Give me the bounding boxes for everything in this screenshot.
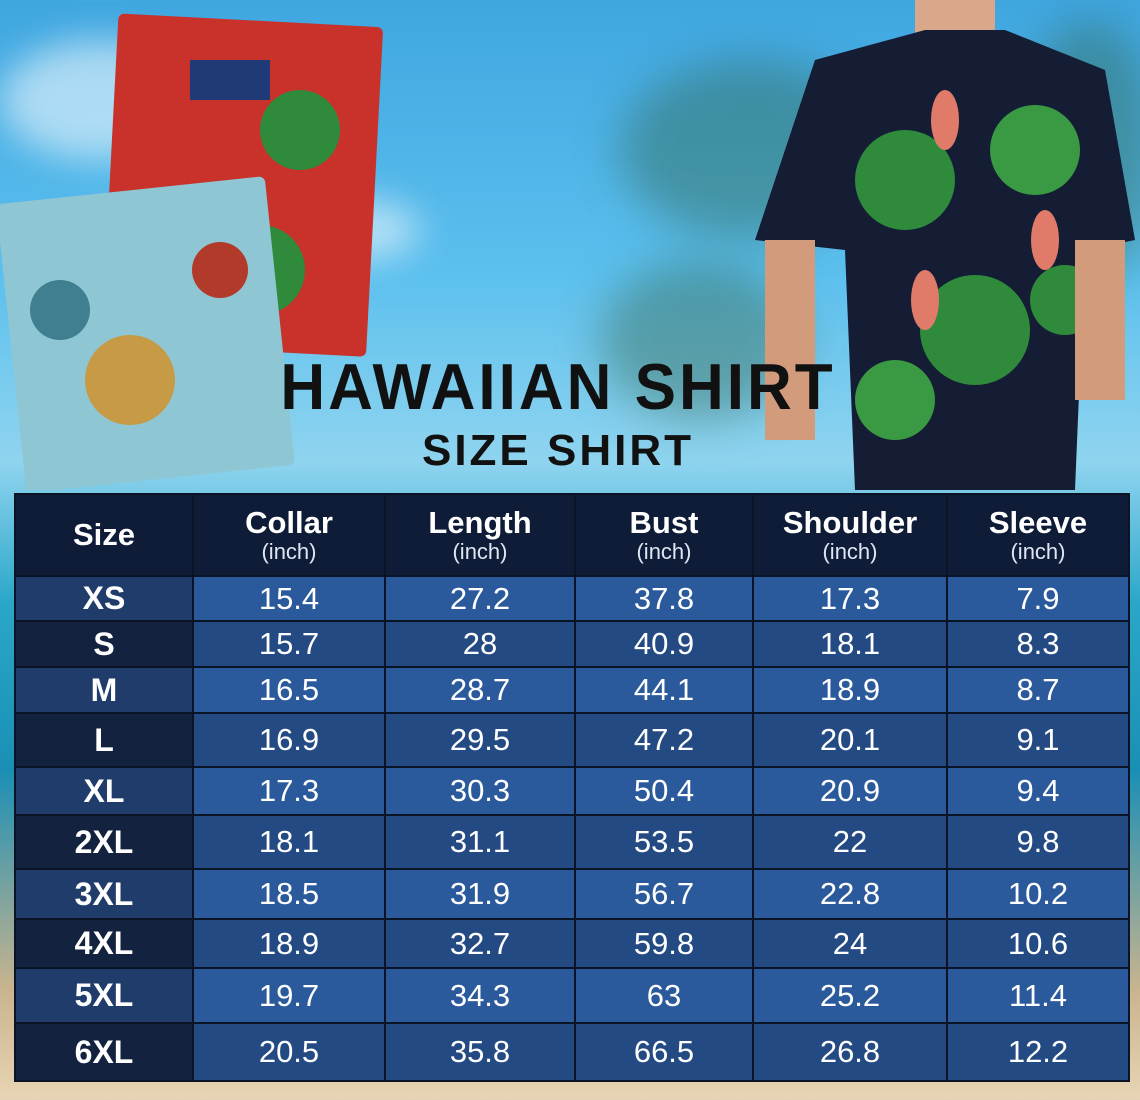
table-row: S 15.7 28 40.9 18.1 8.3: [14, 620, 1130, 668]
value-cell-collar: 16.5: [192, 666, 386, 714]
value-cell-shoulder: 25.2: [752, 967, 948, 1024]
size-cell: XS: [14, 575, 194, 622]
column-header-unit: (inch): [261, 538, 317, 564]
value-cell-shoulder: 20.9: [752, 766, 948, 816]
column-header-label: Collar: [245, 505, 333, 541]
column-header-collar: Collar (inch): [192, 493, 386, 577]
value-cell-sleeve: 10.2: [946, 868, 1130, 920]
value-cell-shoulder: 18.9: [752, 666, 948, 714]
value-cell-collar: 18.5: [192, 868, 386, 920]
value-cell-length: 27.2: [384, 575, 576, 622]
value-cell-bust: 63: [574, 967, 754, 1024]
column-header-label: Length: [428, 505, 532, 541]
value-cell-length: 31.9: [384, 868, 576, 920]
table-row: 4XL 18.9 32.7 59.8 24 10.6: [14, 918, 1130, 969]
size-cell: XL: [14, 766, 194, 816]
value-cell-sleeve: 9.4: [946, 766, 1130, 816]
table-row: 3XL 18.5 31.9 56.7 22.8 10.2: [14, 868, 1130, 920]
value-cell-sleeve: 9.1: [946, 712, 1130, 768]
column-header-shoulder: Shoulder (inch): [752, 493, 948, 577]
table-row: L 16.9 29.5 47.2 20.1 9.1: [14, 712, 1130, 768]
value-cell-sleeve: 11.4: [946, 967, 1130, 1024]
size-cell: 4XL: [14, 918, 194, 969]
value-cell-sleeve: 9.8: [946, 814, 1130, 870]
table-row: M 16.5 28.7 44.1 18.9 8.7: [14, 666, 1130, 714]
value-cell-collar: 15.7: [192, 620, 386, 668]
value-cell-bust: 56.7: [574, 868, 754, 920]
column-header-size: Size: [14, 493, 194, 577]
value-cell-collar: 18.1: [192, 814, 386, 870]
value-cell-collar: 15.4: [192, 575, 386, 622]
table-row: 5XL 19.7 34.3 63 25.2 11.4: [14, 967, 1130, 1024]
size-cell: 3XL: [14, 868, 194, 920]
value-cell-sleeve: 8.7: [946, 666, 1130, 714]
value-cell-bust: 40.9: [574, 620, 754, 668]
value-cell-collar: 18.9: [192, 918, 386, 969]
column-header-unit: (inch): [822, 538, 878, 564]
value-cell-collar: 19.7: [192, 967, 386, 1024]
value-cell-length: 29.5: [384, 712, 576, 768]
page-subtitle: SIZE SHIRT: [421, 426, 695, 475]
table-row: XL 17.3 30.3 50.4 20.9 9.4: [14, 766, 1130, 816]
value-cell-sleeve: 8.3: [946, 620, 1130, 668]
column-header-unit: (inch): [636, 538, 692, 564]
value-cell-bust: 47.2: [574, 712, 754, 768]
column-header-unit: (inch): [452, 538, 508, 564]
value-cell-shoulder: 20.1: [752, 712, 948, 768]
size-cell: S: [14, 620, 194, 668]
size-cell: 5XL: [14, 967, 194, 1024]
size-cell: M: [14, 666, 194, 714]
value-cell-length: 28: [384, 620, 576, 668]
value-cell-sleeve: 12.2: [946, 1022, 1130, 1082]
value-cell-bust: 37.8: [574, 575, 754, 622]
value-cell-length: 35.8: [384, 1022, 576, 1082]
value-cell-sleeve: 10.6: [946, 918, 1130, 969]
value-cell-length: 28.7: [384, 666, 576, 714]
column-header-unit: (inch): [1010, 538, 1066, 564]
table-row: 6XL 20.5 35.8 66.5 26.8 12.2: [14, 1022, 1130, 1082]
value-cell-length: 34.3: [384, 967, 576, 1024]
table-header-row: Size Collar (inch) Length (inch) Bust (inch) Sh…: [14, 493, 1130, 577]
column-header-bust: Bust (inch): [574, 493, 754, 577]
size-cell: L: [14, 712, 194, 768]
value-cell-bust: 44.1: [574, 666, 754, 714]
value-cell-collar: 16.9: [192, 712, 386, 768]
value-cell-shoulder: 22.8: [752, 868, 948, 920]
column-header-length: Length (inch): [384, 493, 576, 577]
column-header-sleeve: Sleeve (inch): [946, 493, 1130, 577]
size-cell: 2XL: [14, 814, 194, 870]
page-title: HAWAIIAN SHIRT: [280, 351, 836, 424]
size-chart-table: Size Collar (inch) Length (inch) Bust (inch) Sh…: [14, 493, 1130, 1082]
value-cell-bust: 66.5: [574, 1022, 754, 1082]
model-shirt-image: [755, 0, 1135, 490]
value-cell-length: 31.1: [384, 814, 576, 870]
column-header-label: Sleeve: [988, 505, 1088, 541]
value-cell-length: 32.7: [384, 918, 576, 969]
value-cell-sleeve: 7.9: [946, 575, 1130, 622]
table-row: XS 15.4 27.2 37.8 17.3 7.9: [14, 575, 1130, 622]
folded-shirts-image: [0, 13, 383, 490]
value-cell-shoulder: 18.1: [752, 620, 948, 668]
value-cell-collar: 20.5: [192, 1022, 386, 1082]
value-cell-length: 30.3: [384, 766, 576, 816]
value-cell-shoulder: 17.3: [752, 575, 948, 622]
value-cell-shoulder: 24: [752, 918, 948, 969]
value-cell-bust: 50.4: [574, 766, 754, 816]
column-header-label: Size: [72, 516, 136, 552]
column-header-label: Bust: [629, 505, 699, 541]
value-cell-shoulder: 26.8: [752, 1022, 948, 1082]
value-cell-bust: 59.8: [574, 918, 754, 969]
value-cell-bust: 53.5: [574, 814, 754, 870]
size-cell: 6XL: [14, 1022, 194, 1082]
value-cell-collar: 17.3: [192, 766, 386, 816]
column-header-label: Shoulder: [782, 505, 918, 541]
value-cell-shoulder: 22: [752, 814, 948, 870]
table-row: 2XL 18.1 31.1 53.5 22 9.8: [14, 814, 1130, 870]
